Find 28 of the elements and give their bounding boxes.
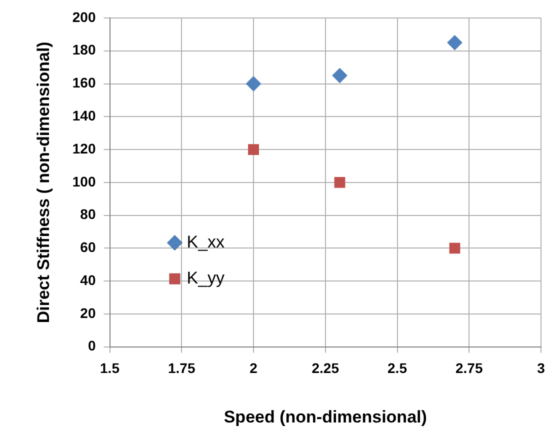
point — [248, 144, 259, 155]
y-tick-label: 180 — [72, 42, 96, 58]
y-tick-label: 100 — [72, 173, 96, 190]
point — [246, 76, 262, 92]
point — [332, 68, 348, 84]
y-tick-label: 140 — [72, 108, 96, 124]
y-tick-label: 160 — [72, 74, 96, 91]
y-tick-label: 40 — [80, 272, 96, 288]
x-axis-title: Speed (non-dimensional) — [224, 407, 427, 426]
x-tick-label: 1.75 — [168, 360, 196, 376]
x-tick-label: 2 — [250, 360, 258, 376]
y-tick-label: 0 — [88, 338, 96, 354]
y-tick-label: 120 — [72, 140, 96, 156]
y-tick-label: 60 — [80, 239, 96, 256]
point — [447, 35, 462, 50]
y-tick-label: 80 — [80, 206, 96, 222]
x-tick-label: 2.5 — [388, 360, 408, 376]
x-tick-label: 3 — [537, 360, 546, 376]
y-tick-label: 20 — [80, 304, 96, 321]
y-axis-title: Direct Stiffness ( non-dimensional) — [34, 42, 53, 324]
y-tick-label: 200 — [72, 8, 96, 25]
legend-label: K_xx — [186, 232, 226, 252]
x-tick-label: 2.75 — [456, 360, 483, 376]
point — [334, 176, 346, 188]
x-tick-label: 1.5 — [100, 360, 120, 376]
x-tick-label: 2.25 — [312, 360, 340, 376]
legend-label: K_yy — [186, 268, 226, 288]
point — [449, 242, 460, 254]
